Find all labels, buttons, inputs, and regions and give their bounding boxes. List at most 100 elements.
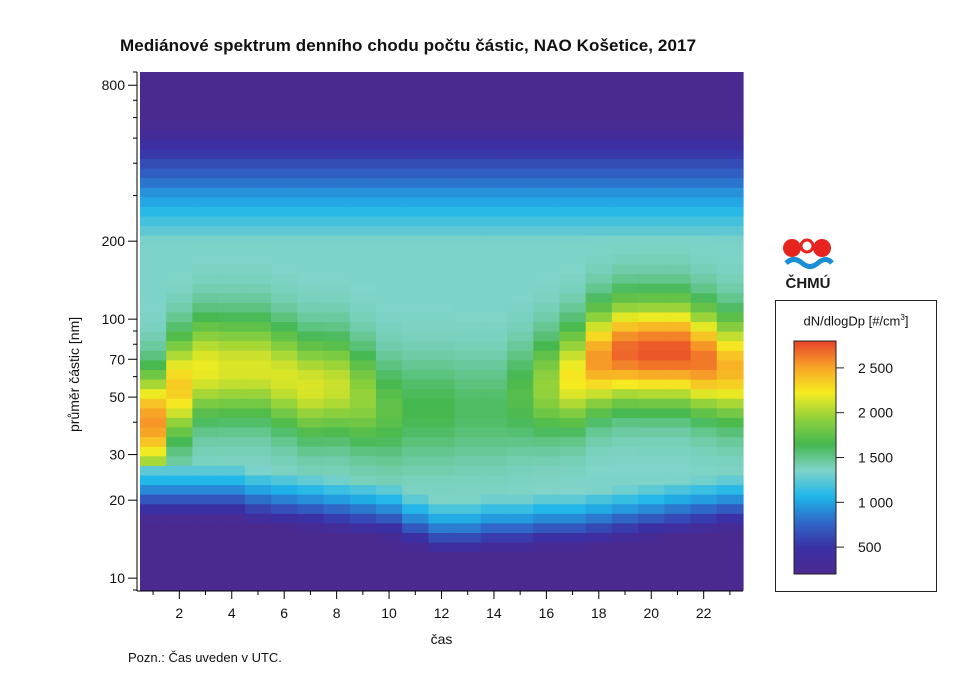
heatmap-cell [664,273,692,284]
heatmap-cell [375,455,403,466]
heatmap-cell [507,417,534,428]
x-tick-label: 2 [175,605,183,621]
heatmap-cell [638,378,665,390]
heatmap-cell [140,580,167,591]
heatmap-cell [716,331,744,342]
heatmap-cell [454,273,482,284]
heatmap-cell [585,167,613,179]
heatmap-cell [140,225,167,236]
heatmap-cell [664,465,692,476]
heatmap-cell [323,177,351,188]
heatmap-cell [690,302,718,313]
heatmap-cell [585,206,613,217]
heatmap-cell [166,139,194,150]
heatmap-cell [638,139,665,150]
heatmap-cell [611,321,639,332]
heatmap-cell [533,551,561,562]
heatmap-cell [323,570,351,581]
heatmap-cell [218,465,246,476]
heatmap-cell [585,158,613,169]
heatmap-cell [192,436,220,447]
heatmap-cell [559,273,587,284]
heatmap-cell [192,465,220,476]
heatmap-cell [480,72,508,83]
legend-title: dN/dlogDp [#/cm3] [803,313,909,329]
heatmap-cell [349,446,377,457]
heatmap-cell [140,235,167,246]
heatmap-cell [716,580,744,591]
heatmap-cell [349,513,377,524]
heatmap-cell [690,244,718,255]
heatmap-cell [611,119,639,131]
heatmap-cell [638,494,665,505]
heatmap-cell [559,369,587,380]
heatmap-cell [375,225,403,236]
heatmap-cell [585,340,613,351]
heatmap-cell [638,81,665,92]
heatmap-cell [454,522,482,534]
heatmap-cell [611,311,639,322]
heatmap-cell [218,196,246,207]
heatmap-cell [611,100,639,111]
heatmap-cell [349,283,377,294]
heatmap-cell [349,426,377,438]
heatmap-cell [192,292,220,303]
heatmap-cell [480,407,508,418]
heatmap-cell [218,542,246,553]
heatmap-cell [375,148,403,159]
heatmap-cell [271,215,298,227]
heatmap-cell [690,72,718,83]
heatmap-cell [454,484,482,495]
heatmap-cell [533,542,561,553]
heatmap-cell [585,532,613,543]
heatmap-cell [218,81,246,92]
colorbar-tick-label: 2 000 [858,405,893,421]
heatmap-cell [140,465,167,476]
heatmap-cell [611,474,639,486]
heatmap-cell [559,129,587,140]
heatmap-cell [507,187,534,198]
heatmap-cell [533,119,561,131]
heatmap-cell [140,369,167,380]
heatmap-cell [559,321,587,332]
heatmap-cell [166,398,194,409]
heatmap-cell [402,378,429,390]
heatmap-cell [218,302,246,313]
heatmap-cell [559,494,587,505]
heatmap-cell [271,302,298,313]
heatmap-cell [480,302,508,313]
y-tick-label: 30 [109,447,125,463]
heatmap-cell [218,484,246,495]
heatmap-cell [507,100,534,111]
heatmap-cell [244,91,272,102]
heatmap-cell [507,436,534,447]
heatmap-cell [454,331,482,342]
heatmap-cell [664,139,692,150]
heatmap-cell [611,91,639,102]
heatmap-cell [375,81,403,92]
heatmap-cell [559,388,587,399]
heatmap-cell [454,494,482,505]
heatmap-cell [585,436,613,447]
heatmap-cell [454,513,482,524]
heatmap-cell [559,436,587,447]
heatmap-cell [166,177,194,188]
heatmap-cell [533,292,561,303]
heatmap-cell [402,426,429,438]
heatmap-cell [402,72,429,83]
heatmap-cell [585,542,613,553]
heatmap-cell [533,273,561,284]
heatmap-cell [454,388,482,399]
heatmap-cell [638,302,665,313]
heatmap-cell [480,235,508,246]
heatmap-cell [559,378,587,390]
heatmap-cell [244,292,272,303]
heatmap-cell [297,225,325,236]
heatmap-cell [140,91,167,102]
heatmap-cell [218,359,246,370]
heatmap-cell [218,187,246,198]
heatmap-cell [585,177,613,188]
y-tick-label: 70 [109,351,125,367]
heatmap-cell [716,340,744,351]
heatmap-cell [611,244,639,255]
